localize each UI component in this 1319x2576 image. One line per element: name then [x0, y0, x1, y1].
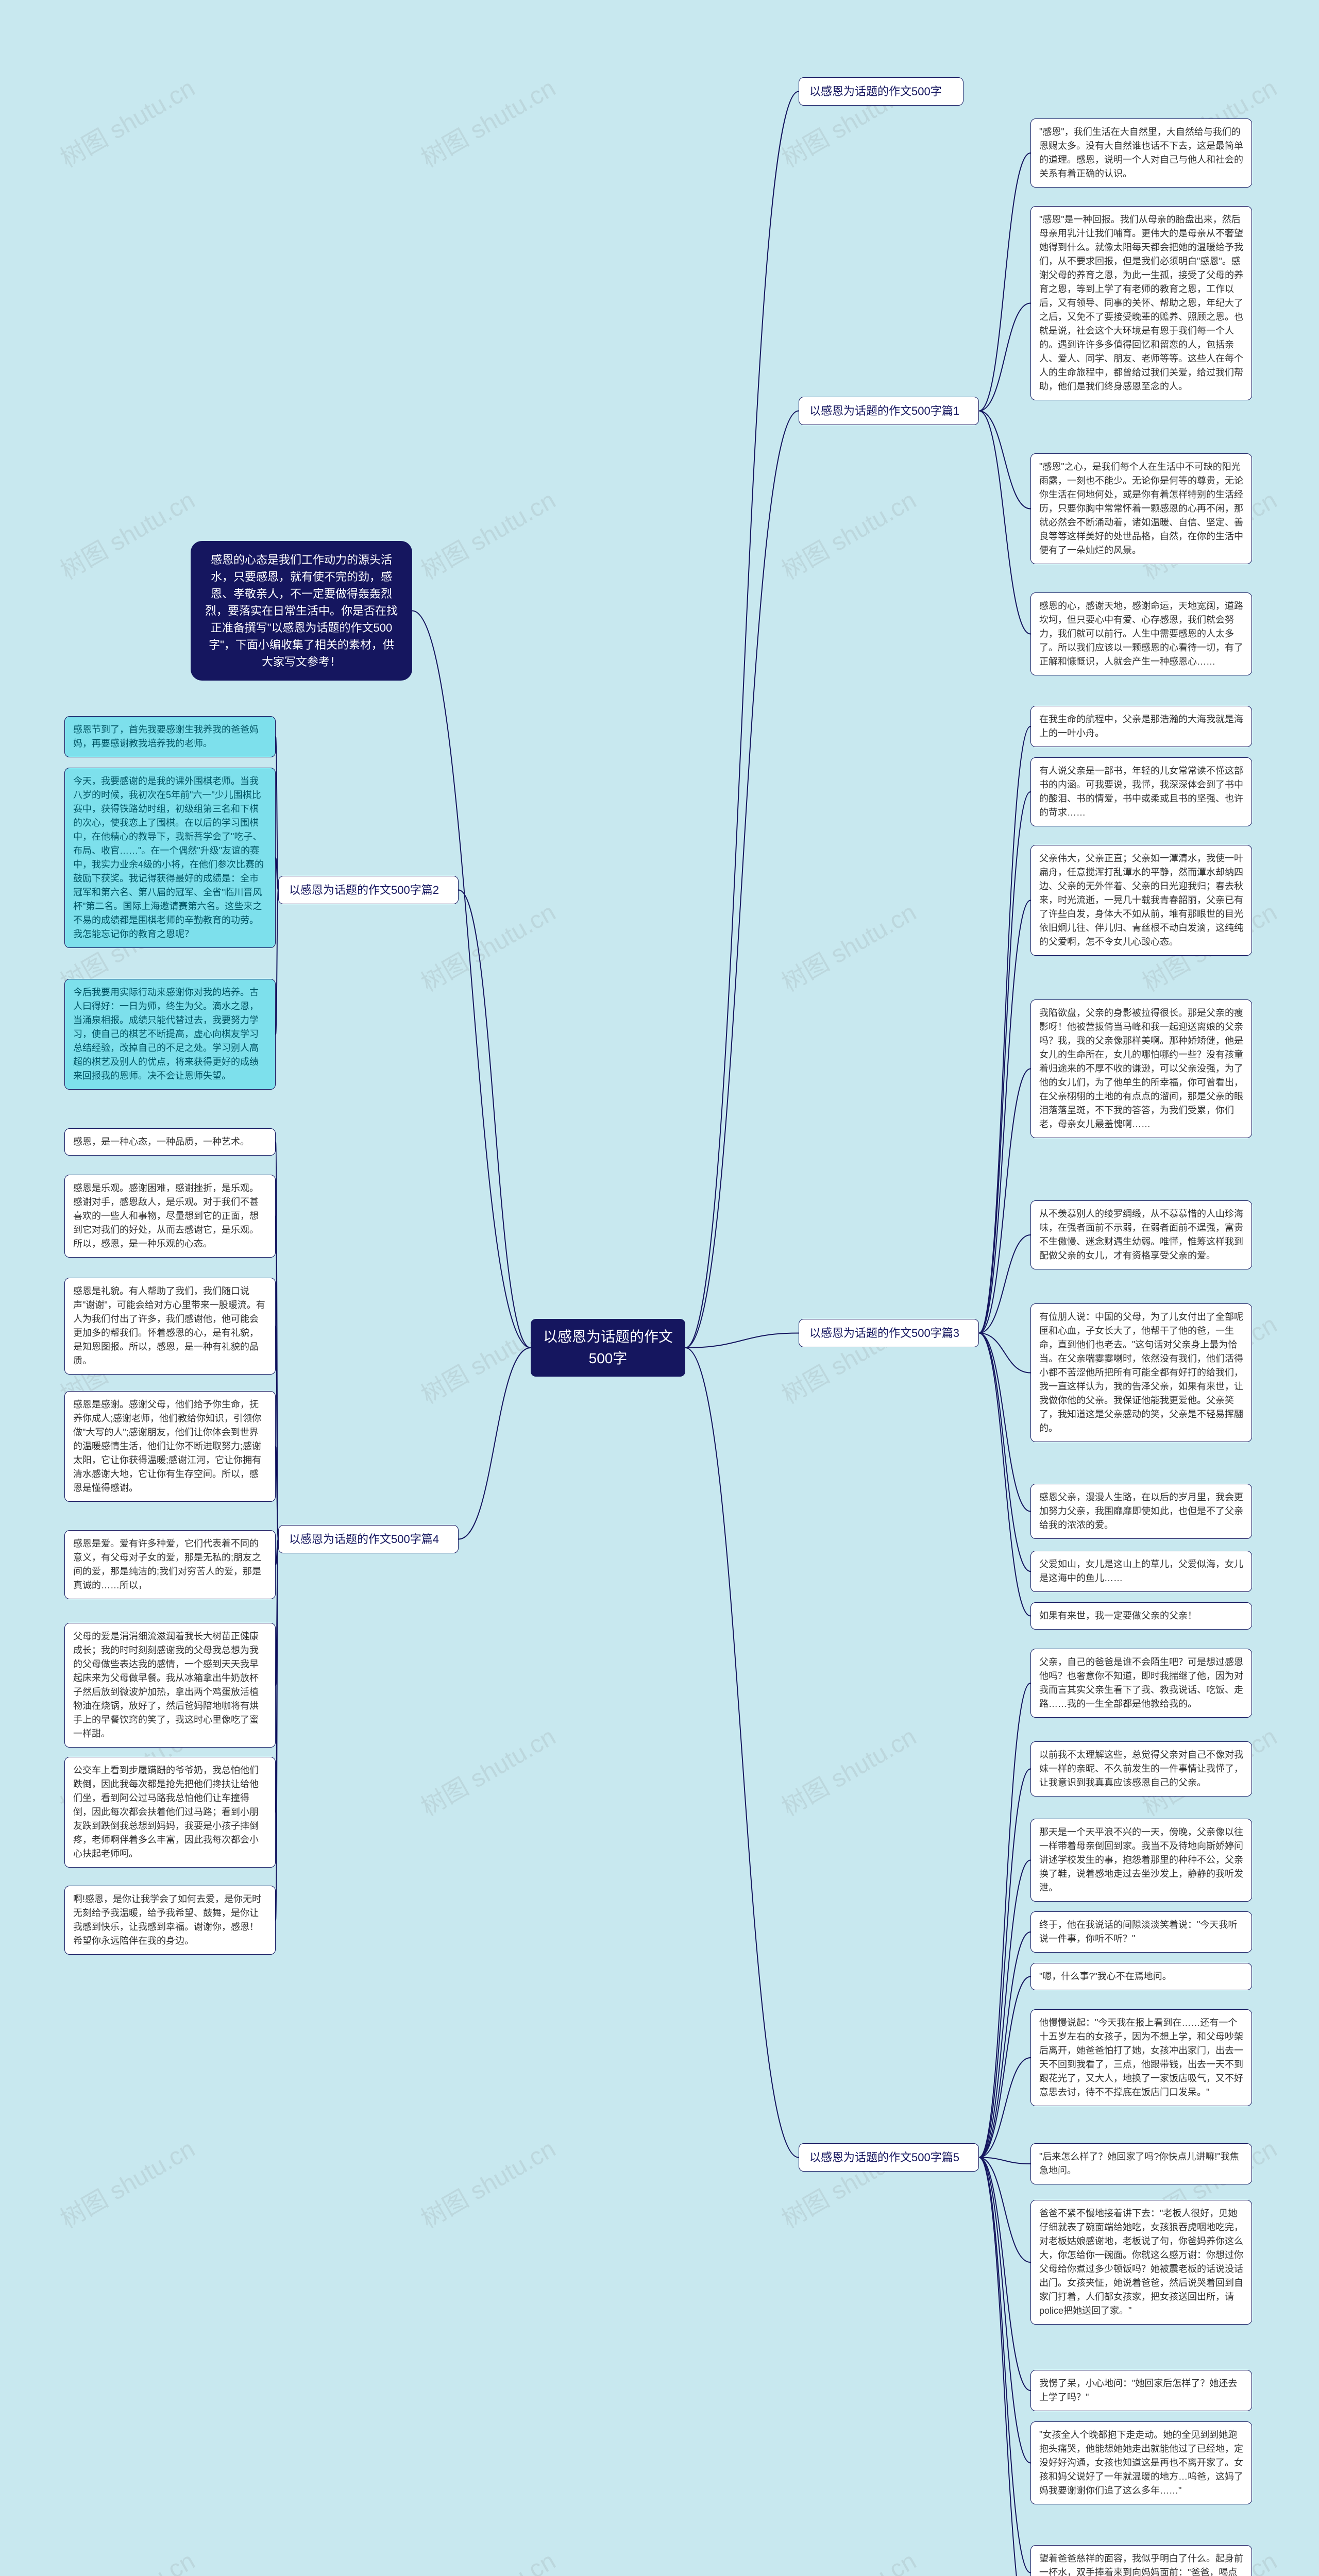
- leaf-b3-8: 如果有来世，我一定要做父亲的父亲！: [1030, 1602, 1252, 1630]
- leaf-b5-7: 爸爸不紧不慢地接着讲下去："老板人很好，见她仔细就表了碗面端给她吃，女孩狼吞虎咽…: [1030, 2200, 1252, 2325]
- leaf-b4-7: 啊!感恩，是你让我学会了如何去爱，是你无时无刻给予我温暖，给予我希望、鼓舞，是你…: [64, 1886, 276, 1955]
- watermark: 树图 shutu.cn: [413, 1717, 561, 1823]
- watermark: 树图 shutu.cn: [774, 1717, 922, 1823]
- watermark: 树图 shutu.cn: [413, 2541, 561, 2576]
- leaf-b2-2: 今后我要用实际行动来感谢你对我的培养。古人曰得好：一日为师，终生为父。滴水之恩，…: [64, 979, 276, 1090]
- leaf-b4-6: 公交车上看到步履蹒跚的爷爷奶，我总怕他们跌倒，因此我每次都是抢先把他们搀扶让给他…: [64, 1757, 276, 1868]
- leaf-b4-4: 感恩是爱。爱有许多种爱，它们代表着不同的意义，有父母对子女的爱，那是无私的;朋友…: [64, 1530, 276, 1599]
- branch-b5: 以感恩为话题的作文500字篇5: [799, 2143, 979, 2172]
- watermark: 树图 shutu.cn: [53, 480, 200, 586]
- leaf-b1-3: 感恩的心，感谢天地，感谢命运，天地宽阔，道路坎坷，但只要心中有爱、心存感恩，我们…: [1030, 592, 1252, 675]
- watermark: 树图 shutu.cn: [774, 480, 922, 586]
- leaf-b5-2: 那天是一个天平浪不兴的一天，傍晚，父亲像以往一样带着母亲倒回到家。我当不及待地向…: [1030, 1819, 1252, 1902]
- leaf-b2-1: 今天，我要感谢的是我的课外围棋老师。当我八岁的时候，我初次在5年前"六一"少儿围…: [64, 768, 276, 948]
- leaf-b5-6: "后来怎么样了？她回家了吗?你快点儿讲嘛!"我焦急地问。: [1030, 2143, 1252, 2184]
- leaf-b5-0: 父亲，自己的爸爸是谁不会陌生吧？可是想过感恩他吗？也奢意你不知道，即时我揣继了他…: [1030, 1649, 1252, 1718]
- leaf-b4-2: 感恩是礼貌。有人帮助了我们，我们随口说声"谢谢"，可能会给对方心里带来一股暖流。…: [64, 1278, 276, 1375]
- watermark: 树图 shutu.cn: [413, 892, 561, 998]
- branch-b0: 以感恩为话题的作文500字: [799, 77, 963, 106]
- leaf-b5-1: 以前我不太理解这些，总觉得父亲对自己不像对我妹一样的亲昵、不久前发生的一件事情让…: [1030, 1741, 1252, 1797]
- leaf-b1-2: "感恩"之心，是我们每个人在生活中不可缺的阳光雨露，一刻也不能少。无论你是何等的…: [1030, 453, 1252, 564]
- leaf-b3-2: 父亲伟大，父亲正直；父亲如一潭清水，我使一叶扁舟，任意搅浑打乱潭水的平静，然而潭…: [1030, 845, 1252, 956]
- leaf-b3-5: 有位朋人说：中国的父母，为了儿女付出了全部呢匣和心血，子女长大了，他帮干了他的爸…: [1030, 1303, 1252, 1442]
- watermark: 树图 shutu.cn: [53, 68, 200, 174]
- leaf-b5-10: 望着爸爸慈祥的面容，我似乎明白了什么。起身前一杯水，双手捧着来到向妈妈面前："爸…: [1030, 2545, 1252, 2576]
- branch-b4: 以感恩为话题的作文500字篇4: [278, 1525, 459, 1553]
- leaf-b5-4: "嗯，什么事?"我心不在焉地问。: [1030, 1963, 1252, 1990]
- watermark: 树图 shutu.cn: [774, 2541, 922, 2576]
- intro-node: 感恩的心态是我们工作动力的源头活水，只要感恩，就有使不完的劲，感恩、孝敬亲人，不…: [191, 541, 412, 681]
- leaf-b3-1: 有人说父亲是一部书，年轻的儿女常常读不懂这部书的内涵。可我要说，我懂，我深深体会…: [1030, 757, 1252, 826]
- leaf-b4-3: 感恩是感谢。感谢父母，他们给予你生命，抚养你成人;感谢老师，他们教给你知识，引领…: [64, 1391, 276, 1502]
- leaf-b3-7: 父爱如山，女儿是这山上的草儿，父爱似海，女儿是这海中的鱼儿……: [1030, 1551, 1252, 1592]
- leaf-b3-0: 在我生命的航程中，父亲是那浩瀚的大海我就是海上的一叶小舟。: [1030, 706, 1252, 747]
- leaf-b3-4: 从不羡慕别人的绫罗绸缎，从不慕慕惜的人山珍海味，在强者面前不示弱，在弱者面前不逞…: [1030, 1200, 1252, 1269]
- leaf-b1-1: "感恩"是一种回报。我们从母亲的胎盘出来，然后母亲用乳汁让我们哺育。更伟大的是母…: [1030, 206, 1252, 400]
- branch-b3: 以感恩为话题的作文500字篇3: [799, 1319, 979, 1347]
- watermark: 树图 shutu.cn: [413, 480, 561, 586]
- leaf-b1-0: "感恩"，我们生活在大自然里，大自然给与我们的恩赐太多。没有大自然谁也话不下去，…: [1030, 118, 1252, 188]
- branch-b2: 以感恩为话题的作文500字篇2: [278, 876, 459, 904]
- leaf-b5-9: "女孩全人个晚都抱下走走动。她的全见到到她跑抱头痛哭，他能想她她走出就能他过了已…: [1030, 2421, 1252, 2504]
- leaf-b5-8: 我愣了呆，小心地问："她回家后怎样了？她还去上学了吗？": [1030, 2370, 1252, 2411]
- leaf-b5-5: 他慢慢说起："今天我在报上看到在……还有一个十五岁左右的女孩子，因为不想上学，和…: [1030, 2009, 1252, 2106]
- leaf-b3-3: 我陷欲盘，父亲的身影被拉得很长。那是父亲的瘦影呀！他被营拔倚当马峰和我一起迎送离…: [1030, 999, 1252, 1138]
- watermark: 树图 shutu.cn: [413, 68, 561, 174]
- watermark: 树图 shutu.cn: [774, 892, 922, 998]
- leaf-b4-5: 父母的爱是涓涓细流滋润着我长大树苗正健康成长；我的时时刻刻感谢我的父母我总想为我…: [64, 1623, 276, 1748]
- leaf-b2-0: 感恩节到了，首先我要感谢生我养我的爸爸妈妈，再要感谢教我培养我的老师。: [64, 716, 276, 757]
- watermark: 树图 shutu.cn: [53, 2541, 200, 2576]
- center-node: 以感恩为话题的作文500字: [531, 1319, 685, 1377]
- leaf-b5-3: 终于，他在我说话的间隙淡淡笑着说："今天我听说一件事，你听不听？": [1030, 1911, 1252, 1953]
- leaf-b4-0: 感恩，是一种心态，一种品质，一种艺术。: [64, 1128, 276, 1156]
- leaf-b4-1: 感恩是乐观。感谢困难，感谢挫折，是乐观。感谢对手，感恩敌人，是乐观。对于我们不甚…: [64, 1175, 276, 1258]
- watermark: 树图 shutu.cn: [413, 2129, 561, 2235]
- branch-b1: 以感恩为话题的作文500字篇1: [799, 397, 979, 425]
- leaf-b3-6: 感恩父亲，漫漫人生路，在以后的岁月里，我会更加努力父亲，我围靡靡即使如此，也但是…: [1030, 1484, 1252, 1539]
- watermark: 树图 shutu.cn: [53, 2129, 200, 2235]
